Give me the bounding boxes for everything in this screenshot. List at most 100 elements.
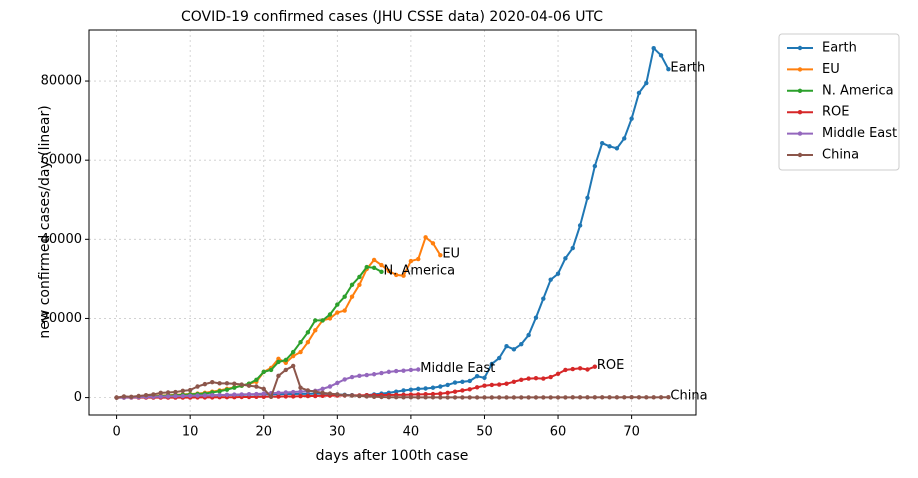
data-point (408, 367, 414, 373)
data-point (180, 388, 186, 394)
legend-marker (797, 45, 803, 51)
data-point (526, 376, 531, 381)
data-point (158, 394, 163, 399)
legend-label: EU (822, 62, 840, 77)
data-point (232, 392, 237, 397)
data-point (393, 272, 399, 278)
data-point (327, 384, 333, 389)
data-point (526, 332, 531, 338)
data-point (474, 374, 480, 379)
data-point (195, 384, 200, 389)
data-point (467, 395, 472, 400)
x-tick-label: 40 (403, 425, 420, 440)
data-point (232, 381, 237, 386)
data-point (438, 395, 443, 400)
legend-box (778, 33, 900, 171)
data-point (519, 395, 524, 400)
data-point (607, 395, 612, 400)
data-point (386, 268, 392, 274)
series-line (116, 364, 669, 399)
data-point (519, 341, 524, 347)
data-point (335, 380, 340, 386)
data-point (386, 369, 392, 375)
data-point (335, 310, 340, 315)
data-point (349, 374, 355, 380)
data-point (460, 395, 465, 400)
x-axis-label: days after 100th case (316, 448, 469, 464)
data-point (489, 361, 495, 367)
y-tick-label: 0 (74, 390, 82, 405)
data-point (423, 235, 428, 240)
data-point (129, 394, 134, 399)
data-point (217, 381, 222, 386)
data-point (298, 339, 303, 345)
y-axis-label: new confirmed cases/day (linear) (37, 105, 53, 338)
data-point (445, 390, 450, 396)
data-point (408, 258, 414, 264)
data-point (460, 388, 465, 393)
data-point (393, 368, 399, 374)
data-point (658, 53, 664, 58)
data-point (555, 271, 561, 276)
data-point (622, 395, 627, 400)
data-point (651, 395, 656, 400)
x-tick-label: 0 (112, 425, 120, 440)
data-point (577, 223, 583, 228)
data-point (254, 377, 259, 382)
series-end-label: China (670, 389, 707, 404)
data-point (393, 394, 399, 400)
data-point (592, 163, 598, 169)
data-point (445, 395, 450, 400)
data-point (187, 387, 193, 393)
data-point (136, 393, 141, 399)
x-tick-label: 20 (255, 425, 272, 440)
data-point (504, 381, 509, 386)
data-point (423, 386, 428, 391)
data-point (246, 392, 252, 397)
data-point (401, 273, 406, 278)
data-point (636, 395, 642, 400)
y-tick-label: 80000 (41, 74, 82, 89)
data-point (298, 389, 303, 394)
data-point (614, 146, 620, 151)
data-point (320, 386, 325, 392)
data-point (622, 136, 627, 141)
data-point (445, 382, 450, 388)
data-point (202, 393, 208, 398)
legend-marker (797, 152, 803, 158)
series-end-label: ROE (597, 358, 624, 373)
data-point (504, 343, 509, 349)
data-point (430, 391, 436, 397)
data-point (563, 256, 568, 261)
data-point (541, 395, 546, 400)
data-point (290, 394, 296, 399)
data-point (585, 195, 590, 200)
data-point (496, 355, 502, 361)
data-point (452, 389, 458, 394)
data-point (224, 387, 230, 392)
data-point (342, 308, 347, 313)
data-point (254, 391, 259, 397)
data-point (298, 349, 303, 355)
data-point (430, 385, 436, 390)
data-point (379, 262, 384, 268)
data-point (496, 395, 502, 400)
data-point (283, 357, 289, 363)
data-point (585, 367, 590, 372)
data-point (371, 394, 377, 399)
data-point (599, 395, 605, 400)
data-point (290, 353, 296, 359)
data-point (276, 390, 281, 396)
data-point (386, 394, 392, 400)
y-tick-label: 60000 (41, 153, 82, 168)
data-point (666, 66, 671, 72)
legend-marker (797, 88, 803, 94)
data-point (555, 395, 561, 400)
data-point (644, 395, 649, 400)
data-point (261, 369, 266, 375)
data-point (548, 395, 553, 400)
data-point (313, 393, 318, 399)
data-point (644, 80, 649, 86)
data-point (474, 385, 480, 390)
data-point (563, 395, 568, 400)
